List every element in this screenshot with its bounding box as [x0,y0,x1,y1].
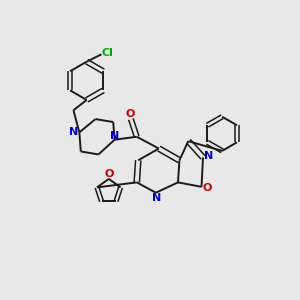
Text: O: O [104,169,113,179]
Text: Cl: Cl [102,48,114,58]
Text: O: O [202,183,212,193]
Text: N: N [204,151,213,161]
Text: O: O [126,110,135,119]
Text: N: N [110,130,119,141]
Text: N: N [152,193,161,203]
Text: N: N [69,127,79,137]
